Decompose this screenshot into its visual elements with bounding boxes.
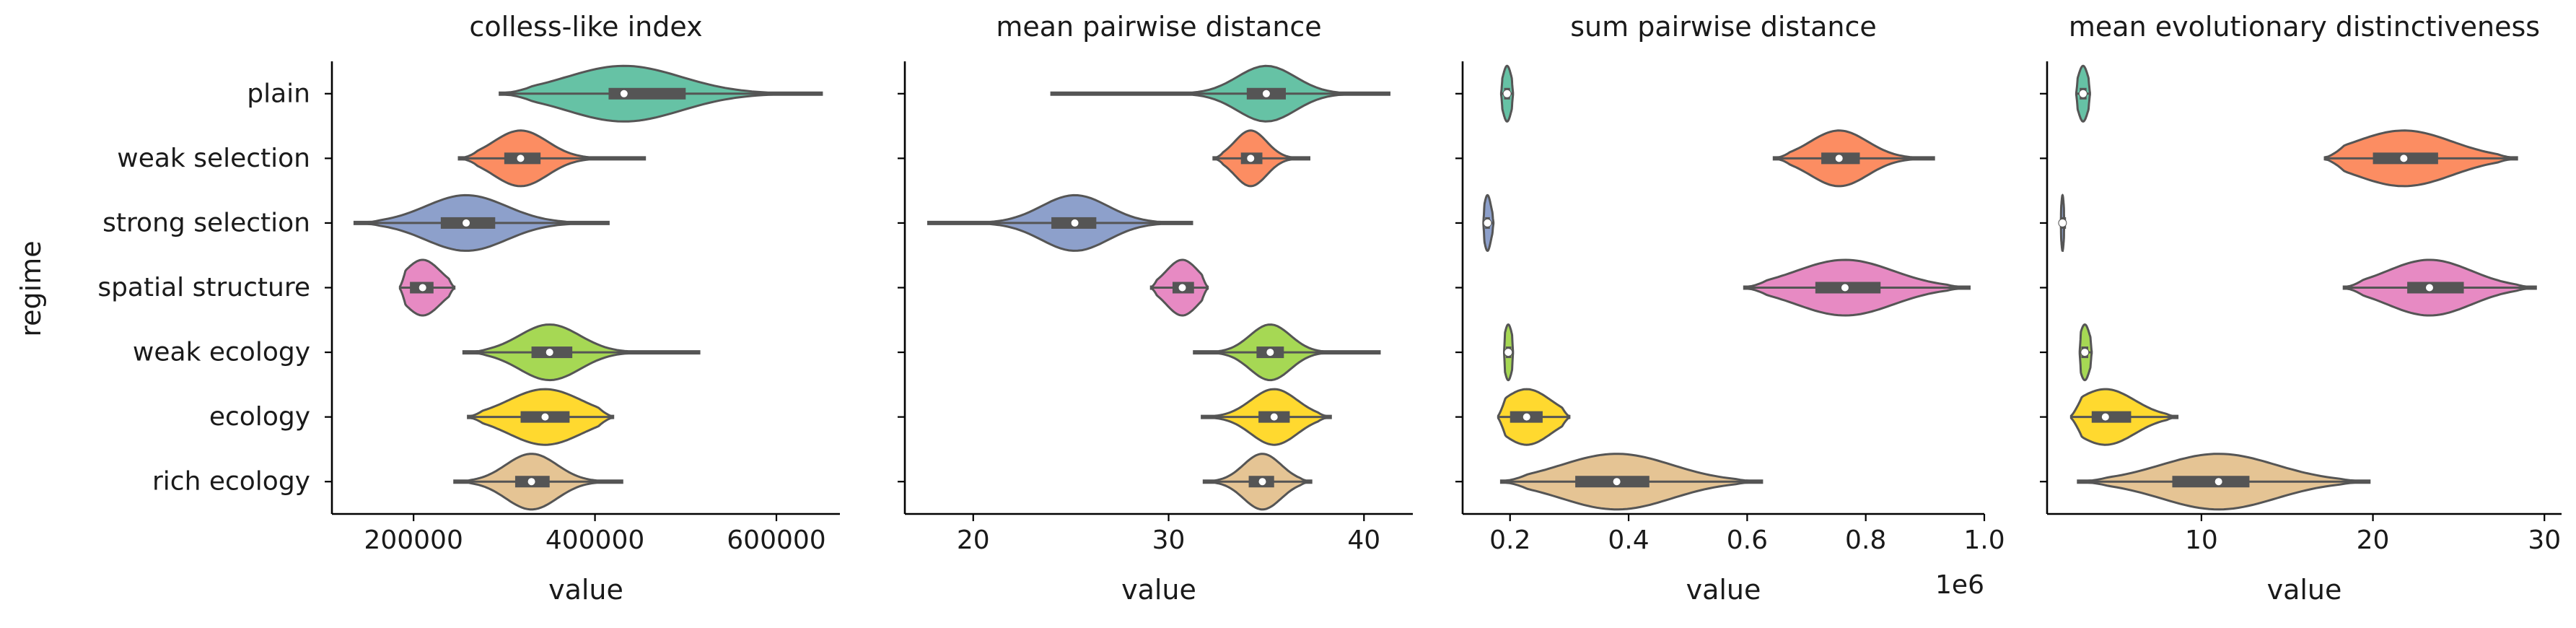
panel-title: colless-like index [469,11,702,43]
x-axis-label: value [1121,574,1196,606]
x-tick-label: 20 [957,525,990,555]
panel-1: colless-like index 200000 400000 600000 valu… [325,11,840,606]
panel-title: mean evolutionary distinctiveness [2069,11,2540,43]
violin-median [2080,348,2090,357]
x-axis-label: value [1686,574,1761,606]
violin-median [527,477,536,487]
x-axis-offset-label: 1e6 [1935,570,1984,600]
violin-median [1522,412,1531,422]
y-tick-label-ecology: ecology [209,402,310,432]
violin-median [2214,477,2223,487]
x-tick-label: 0.6 [1727,525,1768,555]
y-tick-label-weak-ecology: weak ecology [133,338,310,367]
violin-iqr-box [1575,476,1650,488]
violin-median [2058,218,2067,227]
x-tick-label: 400000 [546,525,644,555]
violin-median [1840,283,1849,292]
panel-title: mean pairwise distance [996,11,1321,43]
x-tick-label: 10 [2185,525,2218,555]
violin-median [2078,89,2087,98]
violin-median [462,218,471,227]
x-axis-label: value [548,574,623,606]
x-tick-label: 30 [2528,525,2561,555]
violin-median [619,89,628,98]
panel-2: mean pairwise distance 20 30 40 value [898,11,1413,606]
x-tick-label: 600000 [727,525,825,555]
x-tick-label: 200000 [364,525,463,555]
violin-median [2424,283,2434,292]
y-tick-label-strong-selection: strong selection [102,208,310,237]
violin-iqr-box [2407,282,2464,294]
violin-median [1261,89,1271,98]
x-tick-label: 1.0 [1963,525,2005,555]
panel-4: mean evolutionary distinctiveness 10 20 30 v… [2040,11,2562,606]
violin-median [1269,412,1279,422]
y-axis-label: regime [15,240,47,336]
violin-median [1612,477,1621,487]
violin-iqr-box [608,87,686,100]
violin-median [1834,154,1844,163]
violin-median [1258,477,1267,487]
violin-iqr-box [2091,411,2132,423]
x-tick-label: 0.2 [1489,525,1530,555]
violin-median [418,283,427,292]
y-tick-label-plain: plain [247,79,310,108]
violin-median [516,154,525,163]
x-axis-label: value [2267,574,2342,606]
panel-title: sum pairwise distance [1570,11,1876,43]
violin-iqr-box [2172,476,2250,488]
violin-median [1070,218,1079,227]
x-tick-label: 30 [1152,525,1186,555]
violin-median [1246,154,1256,163]
violin-median [1504,348,1513,357]
violin-median [1266,348,1275,357]
violin-median [1483,218,1492,227]
violin-median [2399,154,2409,163]
violin-median [545,348,554,357]
x-tick-label: 20 [2357,525,2390,555]
violin-median [540,412,550,422]
violin-median [2100,412,2110,422]
x-tick-label: 0.8 [1845,525,1886,555]
x-tick-label: 40 [1347,525,1380,555]
y-tick-label-spatial-structure: spatial structure [97,273,310,302]
panel-3: sum pairwise distance 0.2 0.4 0.6 0.8 1.0 valu… [1455,11,2005,606]
y-tick-label-rich-ecology: rich ecology [152,467,310,497]
y-tick-label-weak-selection: weak selection [117,144,310,173]
x-tick-label: 0.4 [1608,525,1649,555]
panels-group: plain weak selection strong selection spati… [97,11,2562,606]
violin-median [1502,89,1512,98]
violin-median [1178,283,1187,292]
